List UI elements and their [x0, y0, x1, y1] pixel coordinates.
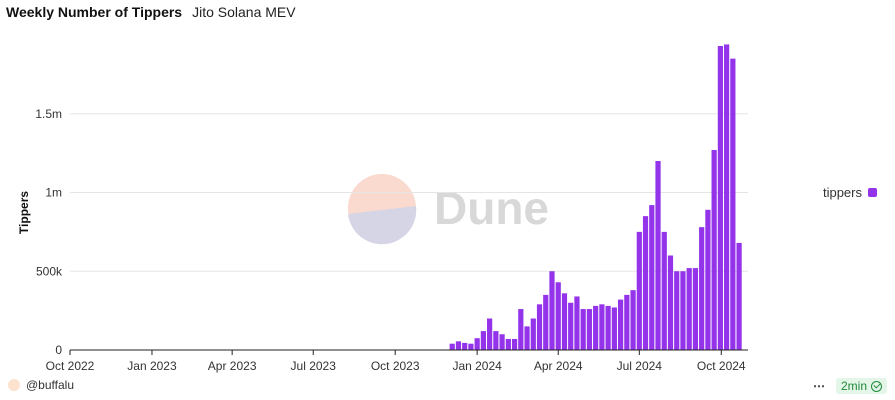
bar[interactable] [699, 227, 705, 350]
bar[interactable] [711, 149, 717, 350]
footer-actions: ⋯ 2min [813, 378, 887, 394]
bar[interactable] [462, 342, 468, 350]
bar[interactable] [611, 307, 617, 350]
bar[interactable] [524, 326, 530, 351]
grid-lines [70, 113, 748, 272]
bar[interactable] [686, 268, 692, 350]
bar[interactable] [736, 242, 742, 350]
legend-label[interactable]: tippers [823, 185, 863, 200]
x-tick-label: Apr 2024 [534, 359, 583, 373]
y-tick-label: 1.5m [35, 107, 62, 121]
legend[interactable]: tippers [823, 185, 877, 200]
bar[interactable] [642, 216, 649, 351]
bar[interactable] [511, 338, 518, 350]
bar[interactable] [493, 331, 499, 350]
legend-swatch [868, 188, 877, 197]
bar[interactable] [593, 305, 599, 350]
bar[interactable] [480, 331, 486, 350]
chart-subtitle: Jito Solana MEV [192, 4, 296, 20]
bar[interactable] [674, 271, 680, 350]
refresh-time: 2min [840, 379, 867, 393]
bar[interactable] [530, 318, 536, 351]
dune-watermark-text: Dune [434, 182, 549, 234]
bar[interactable] [636, 231, 642, 351]
bar[interactable] [680, 271, 686, 350]
bar[interactable] [487, 318, 493, 351]
bar[interactable] [730, 58, 736, 351]
bar[interactable] [649, 205, 655, 350]
author-name[interactable]: @buffalu [26, 378, 74, 392]
x-tick-label: Jul 2023 [291, 359, 337, 373]
bar-series [449, 44, 742, 351]
y-tick-label: 500k [36, 264, 63, 278]
x-tick-label: Oct 2023 [371, 359, 420, 373]
chart-header: Weekly Number of Tippers Jito Solana MEV [6, 4, 296, 24]
more-options-icon[interactable]: ⋯ [812, 379, 826, 393]
bar[interactable] [599, 304, 605, 350]
avatar [8, 379, 20, 391]
x-tick-label: Jan 2024 [452, 359, 502, 373]
bar[interactable] [580, 309, 586, 350]
bar[interactable] [455, 341, 462, 350]
bar[interactable] [661, 231, 667, 351]
bar[interactable] [574, 296, 580, 350]
dune-watermark: Dune [348, 174, 549, 245]
bar[interactable] [705, 209, 711, 350]
bar[interactable] [655, 161, 661, 350]
bar[interactable] [561, 293, 568, 350]
x-tick-label: Oct 2024 [697, 359, 746, 373]
axes: 0 500k 1m 1.5m Oct 2022 Jan 2023 Apr 2023 Jul 2… [17, 107, 748, 373]
y-axis-title: Tippers [17, 191, 31, 234]
y-tick-label: 0 [55, 343, 62, 357]
bar[interactable] [568, 302, 574, 350]
bar[interactable] [474, 338, 480, 350]
refresh-status-badge[interactable]: 2min [835, 378, 887, 394]
bar[interactable] [543, 294, 549, 351]
bar[interactable] [624, 294, 630, 351]
bar[interactable] [518, 309, 524, 350]
x-tick-label: Jul 2024 [617, 359, 663, 373]
y-tick-label: 1m [45, 186, 62, 200]
x-tick-label: Apr 2023 [208, 359, 257, 373]
chart-title: Weekly Number of Tippers [6, 4, 183, 20]
bar[interactable] [449, 343, 455, 350]
bar[interactable] [499, 334, 505, 350]
bar[interactable] [468, 343, 474, 350]
bar[interactable] [724, 44, 730, 350]
bar[interactable] [630, 290, 636, 350]
bar[interactable] [605, 305, 611, 350]
dune-logo-bottom [348, 206, 417, 245]
x-tick-label: Oct 2022 [46, 359, 95, 373]
bar[interactable] [717, 46, 723, 350]
bar[interactable] [505, 338, 511, 350]
author-credit[interactable]: @buffalu [8, 378, 74, 392]
x-tick-label: Jan 2023 [127, 359, 177, 373]
bar[interactable] [549, 271, 555, 350]
bar[interactable] [586, 309, 593, 350]
bar[interactable] [667, 255, 674, 351]
bar[interactable] [618, 299, 624, 350]
bar[interactable] [536, 304, 543, 350]
check-circle-icon [871, 380, 882, 392]
bar[interactable] [692, 268, 699, 350]
bar[interactable] [555, 282, 561, 350]
